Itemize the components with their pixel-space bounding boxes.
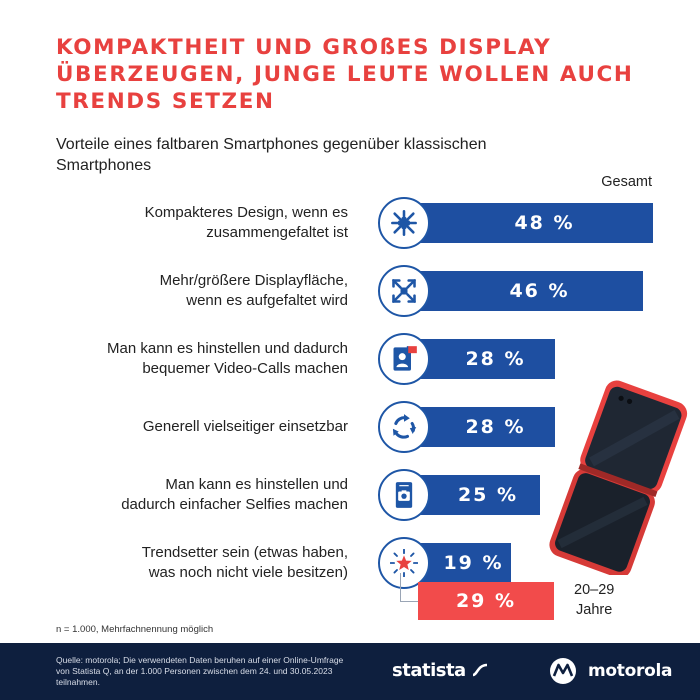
bar-gesamt (418, 271, 643, 311)
compress-arrows-icon (391, 210, 417, 236)
row-label-line1: Man kann es hinstellen und dadurch (107, 340, 348, 357)
row-label-line1: Mehr/größere Displayfläche, (159, 272, 348, 289)
statista-logo: statista (392, 660, 488, 681)
row-icon-circle (378, 333, 430, 385)
bar-20-29-trendsetter (418, 582, 554, 620)
video-call-icon (393, 346, 417, 371)
row-label: Man kann es hinstellen und dadurch einfac… (48, 475, 348, 515)
star-burst-icon (390, 549, 418, 577)
row-label: Man kann es hinstellen und dadurch bequem… (48, 339, 348, 379)
foldable-phone-illustration (549, 380, 688, 575)
bar-gesamt (418, 339, 555, 379)
row-label-line1: Kompakteres Design, wenn es (144, 204, 348, 221)
row-icon-circle (378, 469, 430, 521)
connector-line (400, 573, 419, 602)
age-group-range: 20–29 (574, 582, 615, 598)
column-label-gesamt: Gesamt (601, 174, 652, 190)
row-label-line2: wenn es aufgefaltet wird (186, 292, 348, 309)
bar-gesamt (418, 543, 511, 583)
bar-gesamt (418, 407, 555, 447)
motorola-wordmark: motorola (588, 661, 673, 681)
row-label-line1: Man kann es hinstellen und (165, 476, 348, 493)
bar-value-label: 28 % (465, 348, 526, 370)
motorola-batwing-icon (550, 658, 576, 684)
bar-gesamt (418, 475, 540, 515)
expand-arrows-icon (392, 279, 416, 303)
source-text: Quelle: motorola; Die verwendeten Daten … (56, 655, 344, 687)
row-label-line1: Trendsetter sein (etwas haben, (141, 544, 348, 561)
row-label: Generell vielseitiger einsetzbar (48, 417, 348, 437)
sample-note: n = 1.000, Mehrfachnennung möglich (56, 624, 214, 635)
row-label-line2: bequemer Video-Calls machen (142, 360, 348, 377)
statista-mark-icon (472, 663, 487, 677)
row-label-line1: Generell vielseitiger einsetzbar (142, 418, 348, 435)
row-icon-circle (378, 537, 430, 589)
page-title: KOMPAKTHEIT UND GROßES DISPLAY ÜBERZEUGE… (56, 35, 634, 114)
bar-gesamt (418, 203, 653, 243)
bar-value-label: 48 % (514, 212, 575, 234)
footer-bar (0, 643, 700, 700)
row-label-line2: zusammengefaltet ist (206, 224, 348, 241)
bar-value-label: 46 % (509, 280, 570, 302)
row-label: Mehr/größere Displayfläche, wenn es aufge… (48, 271, 348, 311)
bar-value-label: 19 % (443, 552, 504, 574)
bar-value-20-29: 29 % (455, 590, 517, 612)
age-group-label: 20–29 Jahre (574, 580, 614, 620)
bar-value-label: 25 % (457, 484, 519, 506)
row-icon-circle (378, 401, 430, 453)
age-group-unit: Jahre (576, 602, 613, 618)
row-label: Trendsetter sein (etwas haben, was noch n… (48, 543, 348, 583)
statista-wordmark: statista (392, 660, 466, 681)
rotate-arrows-icon (392, 414, 417, 439)
row-label: Kompakteres Design, wenn es zusammengefal… (48, 203, 348, 243)
bar-value-label: 28 % (465, 416, 526, 438)
row-label-line2: dadurch einfacher Selfies machen (121, 496, 348, 513)
row-icon-circle (378, 197, 430, 249)
selfie-camera-icon (395, 482, 413, 508)
row-label-line2: was noch nicht viele besitzen) (148, 564, 348, 581)
chart-subtitle: Vorteile eines faltbaren Smartphones geg… (56, 136, 487, 174)
row-icon-circle (378, 265, 430, 317)
